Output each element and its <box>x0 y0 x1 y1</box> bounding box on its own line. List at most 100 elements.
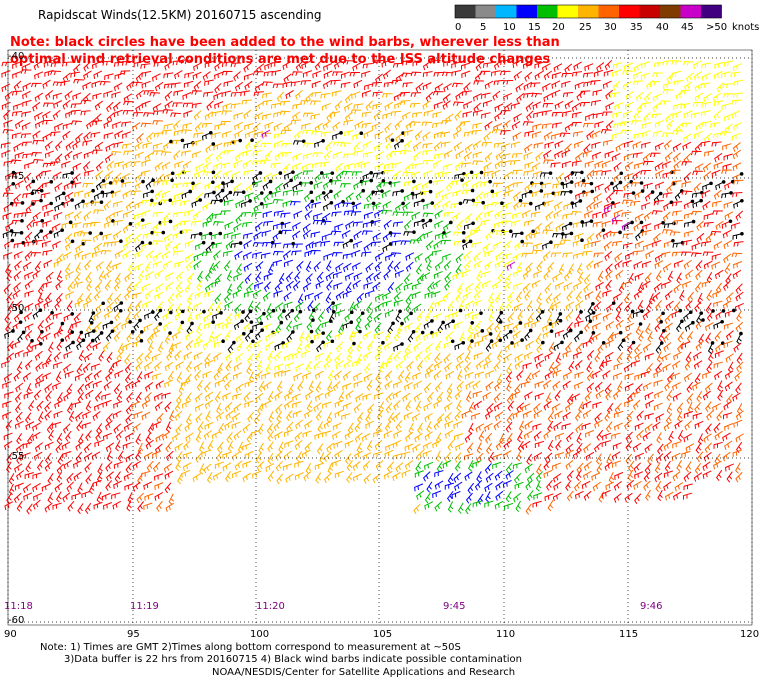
wind-barb <box>93 70 103 79</box>
wind-barb <box>573 480 582 492</box>
wind-barb <box>414 470 424 478</box>
wind-barb <box>185 432 194 442</box>
wind-barb <box>234 460 243 471</box>
wind-barb <box>659 100 671 106</box>
wind-barb <box>278 441 284 453</box>
wind-barb <box>539 172 551 177</box>
wind-barb <box>192 150 202 159</box>
wind-barb <box>553 63 563 72</box>
wind-barb <box>455 150 465 160</box>
wind-barb <box>103 200 112 211</box>
wind-barb <box>305 273 313 284</box>
wind-barb <box>536 260 543 272</box>
wind-barb <box>253 131 264 138</box>
wind-barb <box>484 250 494 258</box>
wind-barb <box>545 292 553 304</box>
wind-barb <box>733 342 742 353</box>
wind-barb <box>704 442 712 454</box>
wind-barb <box>542 330 552 339</box>
wind-barb <box>147 422 154 434</box>
wind-barb <box>436 391 444 403</box>
wind-barb <box>95 261 104 272</box>
wind-barb <box>695 340 704 351</box>
wind-barb <box>166 350 174 361</box>
wind-barb <box>315 280 325 290</box>
wind-barb <box>592 211 602 219</box>
wind-barb <box>424 461 434 470</box>
wind-barb <box>265 362 271 374</box>
wind-barb <box>373 332 384 340</box>
wind-barb <box>402 392 411 403</box>
wind-barb <box>71 120 82 126</box>
wind-barb <box>177 472 183 485</box>
wind-barb <box>152 231 164 237</box>
wind-barb <box>175 289 184 300</box>
wind-barb <box>323 150 332 161</box>
wind-barb <box>187 311 193 324</box>
wind-barb <box>411 163 422 170</box>
wind-barb <box>554 150 563 160</box>
wind-barb <box>471 241 482 249</box>
contamination-dot <box>321 138 325 143</box>
contamination-dot <box>728 219 733 224</box>
wind-barb <box>221 110 232 115</box>
wind-barb <box>543 70 553 80</box>
wind-barb <box>220 210 231 216</box>
wind-barb <box>307 300 314 312</box>
wind-barb <box>81 252 91 260</box>
wind-barb <box>520 202 531 208</box>
wind-barb <box>434 153 444 160</box>
wind-barb <box>275 182 284 193</box>
wind-barb <box>243 109 252 120</box>
wind-barb <box>575 290 583 302</box>
wind-barb <box>463 250 472 261</box>
wind-barb <box>364 319 373 331</box>
wind-barb <box>693 60 702 69</box>
wind-barb <box>591 240 601 247</box>
wind-barb <box>601 489 611 498</box>
wind-barb <box>653 130 663 138</box>
wind-barb <box>171 199 182 206</box>
wind-barb <box>75 441 84 451</box>
wind-barb <box>14 463 23 473</box>
wind-barb <box>532 423 542 431</box>
wind-barb <box>426 421 432 433</box>
wind-barb <box>66 472 74 484</box>
contamination-dot <box>720 319 724 324</box>
wind-barb <box>690 112 701 119</box>
wind-barb <box>243 391 251 403</box>
contamination-dot <box>170 178 174 183</box>
contamination-dot <box>621 338 626 343</box>
wind-barb <box>622 242 633 250</box>
wind-barb <box>708 350 714 363</box>
wind-barb <box>552 363 562 373</box>
wind-barb <box>313 402 322 412</box>
wind-barb <box>311 241 322 249</box>
wind-barb <box>602 230 612 240</box>
wind-barb <box>21 90 31 100</box>
wind-barb <box>113 280 121 292</box>
wind-barb <box>605 481 615 491</box>
wind-barb <box>102 233 112 241</box>
wind-barb <box>301 60 311 70</box>
wind-barb <box>467 340 473 353</box>
wind-barb <box>736 403 743 415</box>
wind-barb <box>672 392 682 402</box>
wind-barb <box>184 422 193 432</box>
wind-barb <box>663 441 672 451</box>
wind-barb <box>83 70 92 80</box>
wind-barb <box>110 150 122 156</box>
wind-barb <box>504 281 512 292</box>
scale-swatch <box>680 5 701 18</box>
wind-barb <box>424 412 433 422</box>
wind-barb <box>583 461 592 471</box>
wind-barb <box>342 321 352 330</box>
wind-barb <box>10 159 22 165</box>
wind-barb <box>61 61 73 67</box>
wind-barb <box>525 372 532 384</box>
wind-barb <box>54 400 63 409</box>
wind-barb <box>711 261 721 270</box>
wind-barb <box>292 182 301 192</box>
wind-barb <box>178 382 185 394</box>
wind-barb <box>596 62 605 72</box>
